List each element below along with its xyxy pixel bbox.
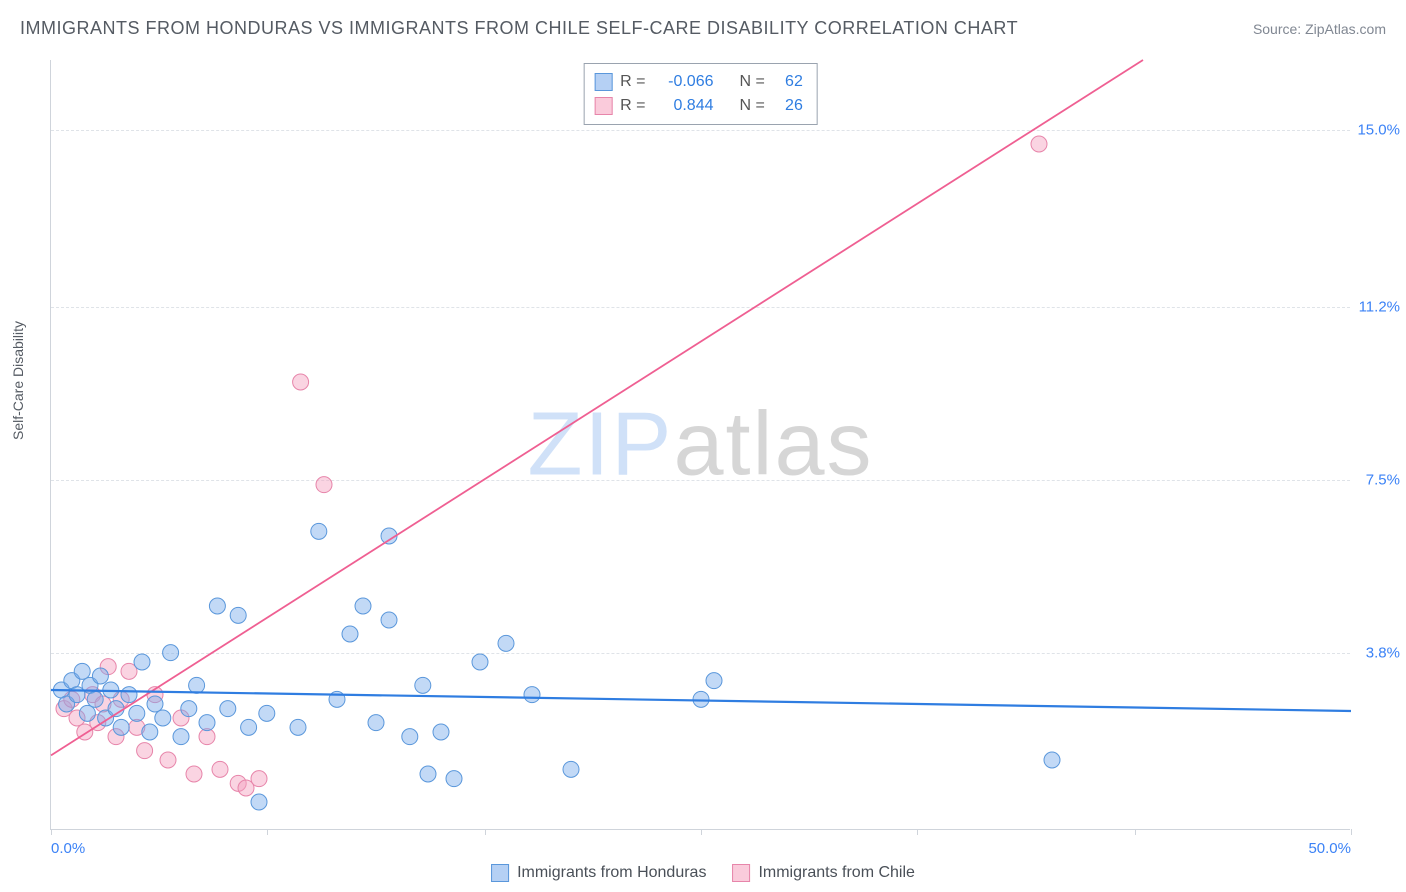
stats-row-honduras: R = -0.066 N = 62 xyxy=(594,70,803,94)
point-honduras xyxy=(181,701,197,717)
point-honduras xyxy=(524,687,540,703)
swatch-honduras xyxy=(594,73,612,91)
point-honduras xyxy=(415,677,431,693)
point-honduras xyxy=(113,719,129,735)
trend-chile xyxy=(51,60,1143,755)
point-honduras xyxy=(230,607,246,623)
point-chile xyxy=(160,752,176,768)
point-honduras xyxy=(381,612,397,628)
y-axis-label: Self-Care Disability xyxy=(10,321,26,440)
point-honduras xyxy=(311,523,327,539)
swatch-chile-icon xyxy=(732,864,750,882)
x-tick-label: 0.0% xyxy=(51,840,85,857)
point-honduras xyxy=(155,710,171,726)
point-honduras xyxy=(163,645,179,661)
point-honduras xyxy=(199,715,215,731)
y-tick-label: 11.2% xyxy=(1352,299,1400,316)
point-chile xyxy=(316,477,332,493)
point-honduras xyxy=(92,668,108,684)
point-honduras xyxy=(134,654,150,670)
point-honduras xyxy=(87,691,103,707)
swatch-honduras-icon xyxy=(491,864,509,882)
x-tick-label: 50.0% xyxy=(1308,840,1351,857)
point-honduras xyxy=(74,663,90,679)
point-honduras xyxy=(121,687,137,703)
chart-title: IMMIGRANTS FROM HONDURAS VS IMMIGRANTS F… xyxy=(20,18,1018,39)
bottom-legend: Immigrants from Honduras Immigrants from… xyxy=(491,864,915,882)
point-honduras xyxy=(147,696,163,712)
point-honduras xyxy=(706,673,722,689)
point-honduras xyxy=(189,677,205,693)
point-honduras xyxy=(209,598,225,614)
swatch-chile xyxy=(594,97,612,115)
point-honduras xyxy=(79,705,95,721)
y-tick-label: 7.5% xyxy=(1352,472,1400,489)
stats-legend: R = -0.066 N = 62 R = 0.844 N = 26 xyxy=(583,63,818,125)
point-honduras xyxy=(241,719,257,735)
point-honduras xyxy=(355,598,371,614)
point-chile xyxy=(186,766,202,782)
point-honduras xyxy=(402,729,418,745)
point-honduras xyxy=(1044,752,1060,768)
y-tick-label: 15.0% xyxy=(1352,122,1400,139)
plot-svg xyxy=(51,60,1351,830)
point-honduras xyxy=(342,626,358,642)
point-honduras xyxy=(368,715,384,731)
scatter-plot: ZIPatlas 3.8%7.5%11.2%15.0% 0.0%50.0% R … xyxy=(50,60,1350,830)
point-chile xyxy=(212,761,228,777)
point-chile xyxy=(293,374,309,390)
point-honduras xyxy=(446,771,462,787)
legend-honduras: Immigrants from Honduras xyxy=(491,864,706,882)
point-honduras xyxy=(498,635,514,651)
point-honduras xyxy=(220,701,236,717)
point-honduras xyxy=(251,794,267,810)
point-honduras xyxy=(142,724,158,740)
stats-row-chile: R = 0.844 N = 26 xyxy=(594,94,803,118)
y-tick-label: 3.8% xyxy=(1352,644,1400,661)
source-label: Source: ZipAtlas.com xyxy=(1253,21,1386,37)
point-honduras xyxy=(173,729,189,745)
point-chile xyxy=(1031,136,1047,152)
point-honduras xyxy=(420,766,436,782)
point-chile xyxy=(251,771,267,787)
point-chile xyxy=(137,743,153,759)
x-tick xyxy=(1351,829,1352,835)
legend-chile: Immigrants from Chile xyxy=(732,864,914,882)
point-honduras xyxy=(433,724,449,740)
point-honduras xyxy=(129,705,145,721)
point-honduras xyxy=(259,705,275,721)
point-honduras xyxy=(472,654,488,670)
point-honduras xyxy=(563,761,579,777)
point-honduras xyxy=(290,719,306,735)
